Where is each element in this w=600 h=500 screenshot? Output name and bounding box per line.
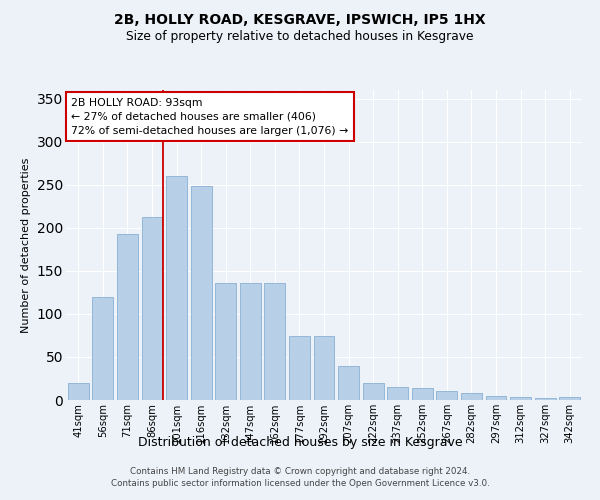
Y-axis label: Number of detached properties: Number of detached properties	[21, 158, 31, 332]
Text: 2B, HOLLY ROAD, KESGRAVE, IPSWICH, IP5 1HX: 2B, HOLLY ROAD, KESGRAVE, IPSWICH, IP5 1…	[114, 12, 486, 26]
Bar	[412, 388, 433, 400]
Bar	[289, 336, 310, 400]
Bar	[265, 283, 286, 400]
Bar	[362, 383, 383, 400]
Bar	[240, 283, 261, 400]
Bar	[510, 398, 531, 400]
Bar	[215, 283, 236, 400]
Bar	[338, 366, 359, 400]
Bar	[485, 396, 506, 400]
Bar	[68, 383, 89, 400]
Bar	[461, 393, 482, 400]
Text: Contains HM Land Registry data © Crown copyright and database right 2024.
Contai: Contains HM Land Registry data © Crown c…	[110, 467, 490, 488]
Text: Size of property relative to detached houses in Kesgrave: Size of property relative to detached ho…	[126, 30, 474, 43]
Bar	[166, 176, 187, 400]
Bar	[436, 390, 457, 400]
Text: Distribution of detached houses by size in Kesgrave: Distribution of detached houses by size …	[137, 436, 463, 449]
Text: 2B HOLLY ROAD: 93sqm
← 27% of detached houses are smaller (406)
72% of semi-deta: 2B HOLLY ROAD: 93sqm ← 27% of detached h…	[71, 98, 349, 136]
Bar	[191, 186, 212, 400]
Bar	[117, 234, 138, 400]
Bar	[92, 296, 113, 400]
Bar	[535, 398, 556, 400]
Bar	[142, 216, 163, 400]
Bar	[559, 398, 580, 400]
Bar	[314, 336, 334, 400]
Bar	[387, 387, 408, 400]
